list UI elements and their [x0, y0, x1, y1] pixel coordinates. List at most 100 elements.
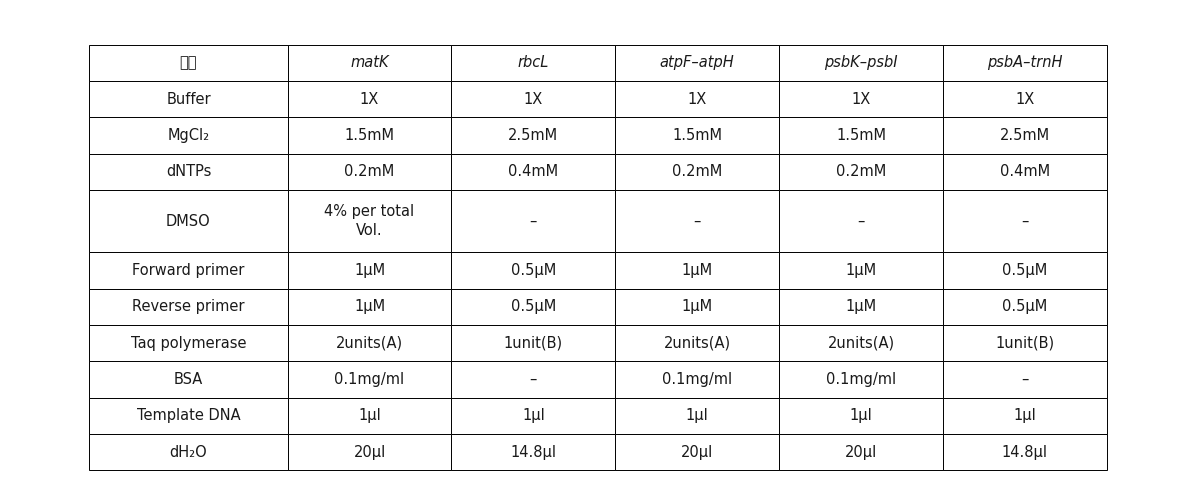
Text: 2.5mM: 2.5mM [1000, 128, 1050, 143]
Bar [288, 361, 451, 398]
Text: –: – [1021, 372, 1028, 387]
Bar [288, 252, 451, 289]
Bar [615, 190, 779, 252]
Text: 1.5mM: 1.5mM [837, 128, 887, 143]
Text: Taq polymerase: Taq polymerase [131, 335, 246, 351]
Bar [89, 289, 288, 325]
Text: 1X: 1X [524, 91, 543, 107]
Text: BSA: BSA [174, 372, 203, 387]
Text: 0.2mM: 0.2mM [835, 164, 887, 179]
Text: 1μM: 1μM [682, 299, 713, 315]
Text: 1μl: 1μl [850, 408, 872, 423]
Bar [451, 434, 615, 470]
Bar [451, 117, 615, 154]
Bar [615, 117, 779, 154]
Bar [89, 81, 288, 117]
Bar [779, 289, 942, 325]
Text: Forward primer: Forward primer [132, 263, 245, 278]
Text: 1unit(B): 1unit(B) [503, 335, 563, 351]
Bar [288, 190, 451, 252]
Text: 1μl: 1μl [522, 408, 545, 423]
Text: 0.5μM: 0.5μM [1002, 299, 1047, 315]
Bar [779, 434, 942, 470]
Text: 20μl: 20μl [681, 444, 713, 460]
Bar [89, 45, 288, 81]
Text: 0.2mM: 0.2mM [344, 164, 395, 179]
Bar [779, 252, 942, 289]
Text: Buffer: Buffer [167, 91, 211, 107]
Bar [942, 434, 1107, 470]
Text: 1μM: 1μM [845, 299, 877, 315]
Text: 1X: 1X [851, 91, 871, 107]
Bar [615, 154, 779, 190]
Bar [288, 325, 451, 361]
Text: 1X: 1X [359, 91, 380, 107]
Text: 20μl: 20μl [353, 444, 386, 460]
Text: 1.5mM: 1.5mM [672, 128, 722, 143]
Text: Template DNA: Template DNA [137, 408, 240, 423]
Bar [779, 81, 942, 117]
Text: 14.8μl: 14.8μl [511, 444, 557, 460]
Bar [942, 252, 1107, 289]
Bar [288, 154, 451, 190]
Bar [779, 154, 942, 190]
Text: atpF–atpH: atpF–atpH [659, 55, 734, 71]
Bar [451, 154, 615, 190]
Bar [779, 45, 942, 81]
Bar [288, 45, 451, 81]
Bar [451, 45, 615, 81]
Text: 1.5mM: 1.5mM [345, 128, 395, 143]
Text: DMSO: DMSO [167, 214, 211, 229]
Bar [942, 398, 1107, 434]
Text: –: – [857, 214, 865, 229]
Bar [942, 45, 1107, 81]
Bar [288, 81, 451, 117]
Bar [451, 252, 615, 289]
Bar [615, 252, 779, 289]
Text: dNTPs: dNTPs [165, 164, 211, 179]
Text: 재료: 재료 [180, 55, 198, 71]
Bar [89, 117, 288, 154]
Bar [89, 325, 288, 361]
Text: 1unit(B): 1unit(B) [995, 335, 1054, 351]
Text: 0.2mM: 0.2mM [672, 164, 722, 179]
Text: 14.8μl: 14.8μl [1002, 444, 1048, 460]
Text: 0.4mM: 0.4mM [1000, 164, 1050, 179]
Text: 0.5μM: 0.5μM [511, 263, 556, 278]
Bar [89, 434, 288, 470]
Bar [615, 289, 779, 325]
Bar [451, 325, 615, 361]
Bar [615, 45, 779, 81]
Text: –: – [694, 214, 701, 229]
Bar [615, 398, 779, 434]
Bar [942, 289, 1107, 325]
Bar [451, 190, 615, 252]
Bar [942, 325, 1107, 361]
Text: 0.5μM: 0.5μM [1002, 263, 1047, 278]
Bar [615, 81, 779, 117]
Text: 1X: 1X [1015, 91, 1034, 107]
Text: 0.5μM: 0.5μM [511, 299, 556, 315]
Text: psbK–psbI: psbK–psbI [825, 55, 897, 71]
Text: psbA–trnH: psbA–trnH [987, 55, 1063, 71]
Text: 0.4mM: 0.4mM [508, 164, 558, 179]
Bar [779, 117, 942, 154]
Bar [615, 361, 779, 398]
Bar [89, 398, 288, 434]
Bar [451, 81, 615, 117]
Bar [942, 154, 1107, 190]
Text: 1μM: 1μM [353, 299, 386, 315]
Text: 20μl: 20μl [845, 444, 877, 460]
Bar [942, 81, 1107, 117]
Text: 2units(A): 2units(A) [827, 335, 895, 351]
Bar [779, 190, 942, 252]
Text: 2.5mM: 2.5mM [508, 128, 558, 143]
Text: Reverse primer: Reverse primer [132, 299, 245, 315]
Bar [779, 361, 942, 398]
Bar [89, 361, 288, 398]
Bar [89, 154, 288, 190]
Text: 4% per total
Vol.: 4% per total Vol. [325, 204, 414, 238]
Bar [451, 398, 615, 434]
Bar [288, 289, 451, 325]
Text: 1μM: 1μM [353, 263, 386, 278]
